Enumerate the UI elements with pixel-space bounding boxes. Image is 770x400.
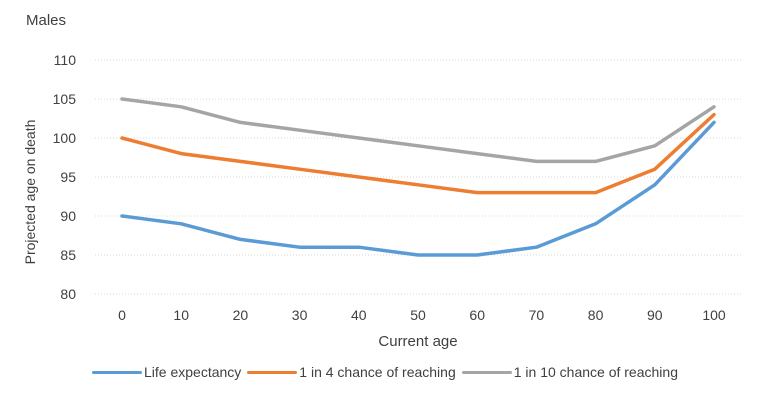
chart-title: Males (26, 12, 67, 29)
legend-label-life-expectancy: Life expectancy (144, 364, 242, 380)
y-tick-label: 110 (54, 52, 77, 68)
y-tick-label: 105 (53, 91, 77, 107)
legend-item-1-in-10: 1 in 10 chance of reaching (461, 364, 678, 380)
x-tick-label: 20 (233, 307, 249, 323)
x-axis-label: Current age (378, 333, 458, 350)
x-tick-label: 60 (469, 307, 485, 323)
legend: Life expectancy 1 in 4 chance of reachin… (0, 364, 770, 380)
y-tick-labels: 80 85 90 95 100 105 110 (53, 52, 77, 302)
y-tick-label: 95 (60, 169, 76, 185)
legend-swatch-life-expectancy (92, 370, 142, 374)
series-line-1 (120, 112, 716, 195)
legend-item-1-in-4: 1 in 4 chance of reaching (247, 364, 456, 380)
legend-item-life-expectancy: Life expectancy (92, 364, 241, 380)
x-tick-label: 30 (292, 307, 308, 323)
series-line-2 (120, 97, 716, 164)
y-tick-label: 90 (60, 208, 76, 224)
x-tick-label: 100 (702, 307, 726, 323)
x-tick-label: 70 (529, 307, 545, 323)
y-tick-label: 100 (53, 130, 77, 146)
x-tick-label: 50 (410, 307, 426, 323)
x-tick-label: 80 (588, 307, 604, 323)
x-tick-label: 0 (118, 307, 126, 323)
x-tick-label: 90 (647, 307, 663, 323)
series-lines (120, 97, 716, 257)
series-line-0 (120, 120, 716, 257)
legend-swatch-1-in-10 (461, 370, 512, 374)
y-axis-label: Projected age on death (22, 119, 38, 265)
x-tick-label: 10 (173, 307, 189, 323)
legend-label-1-in-10: 1 in 10 chance of reaching (513, 364, 678, 380)
x-tick-label: 40 (351, 307, 367, 323)
y-tick-label: 85 (60, 247, 76, 263)
x-tick-labels: 0 10 20 30 40 50 60 70 80 90 100 (118, 307, 726, 323)
y-tick-label: 80 (60, 286, 76, 302)
gridlines (95, 59, 743, 295)
legend-swatch-1-in-4 (247, 370, 298, 374)
legend-label-1-in-4: 1 in 4 chance of reaching (299, 364, 456, 380)
